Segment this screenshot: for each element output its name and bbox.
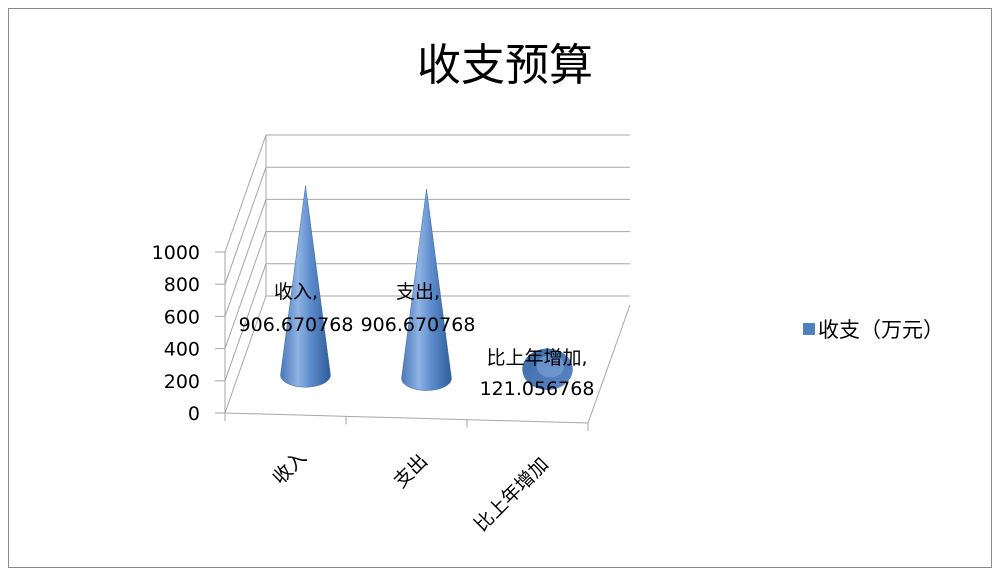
legend-swatch: [803, 323, 815, 335]
x-category-label: 比上年增加: [470, 453, 553, 536]
axes: [224, 135, 631, 431]
cone-body: [401, 189, 452, 391]
cone: [280, 185, 331, 388]
data-label: 支出,: [396, 281, 440, 303]
y-tick-label: 200: [164, 371, 200, 393]
data-label: 比上年增加,: [486, 347, 587, 369]
data-label: 收入,: [274, 281, 318, 303]
cone-body: [280, 185, 331, 388]
data-label-value: 906.670768: [239, 314, 354, 336]
x-category-label: 支出: [390, 450, 432, 492]
y-axis-ticks: 0 200 400 600 800 1000: [152, 242, 225, 425]
data-label-value: 121.056768: [480, 378, 595, 400]
chart-title: 收支预算: [417, 40, 593, 91]
cone-highlight: [536, 354, 565, 378]
data-labels: 收入, 906.670768 支出, 906.670768 比上年增加, 121.0567…: [239, 281, 595, 400]
y-tick-label: 1000: [152, 242, 200, 264]
cone: [522, 348, 573, 390]
cones: [280, 185, 573, 391]
data-label-value: 906.670768: [361, 314, 476, 336]
chart-frame: [8, 8, 992, 568]
legend: 收支（万元）: [803, 318, 944, 342]
x-category-label: 收入: [269, 447, 311, 489]
y-tick-label: 800: [164, 274, 200, 296]
cone: [401, 189, 452, 391]
y-tick-label: 0: [188, 403, 200, 425]
y-tick-label: 600: [164, 306, 200, 328]
legend-label: 收支（万元）: [818, 318, 944, 342]
y-tick-label: 400: [164, 339, 200, 361]
x-axis-categories: 收入 支出 比上年增加: [269, 447, 553, 536]
